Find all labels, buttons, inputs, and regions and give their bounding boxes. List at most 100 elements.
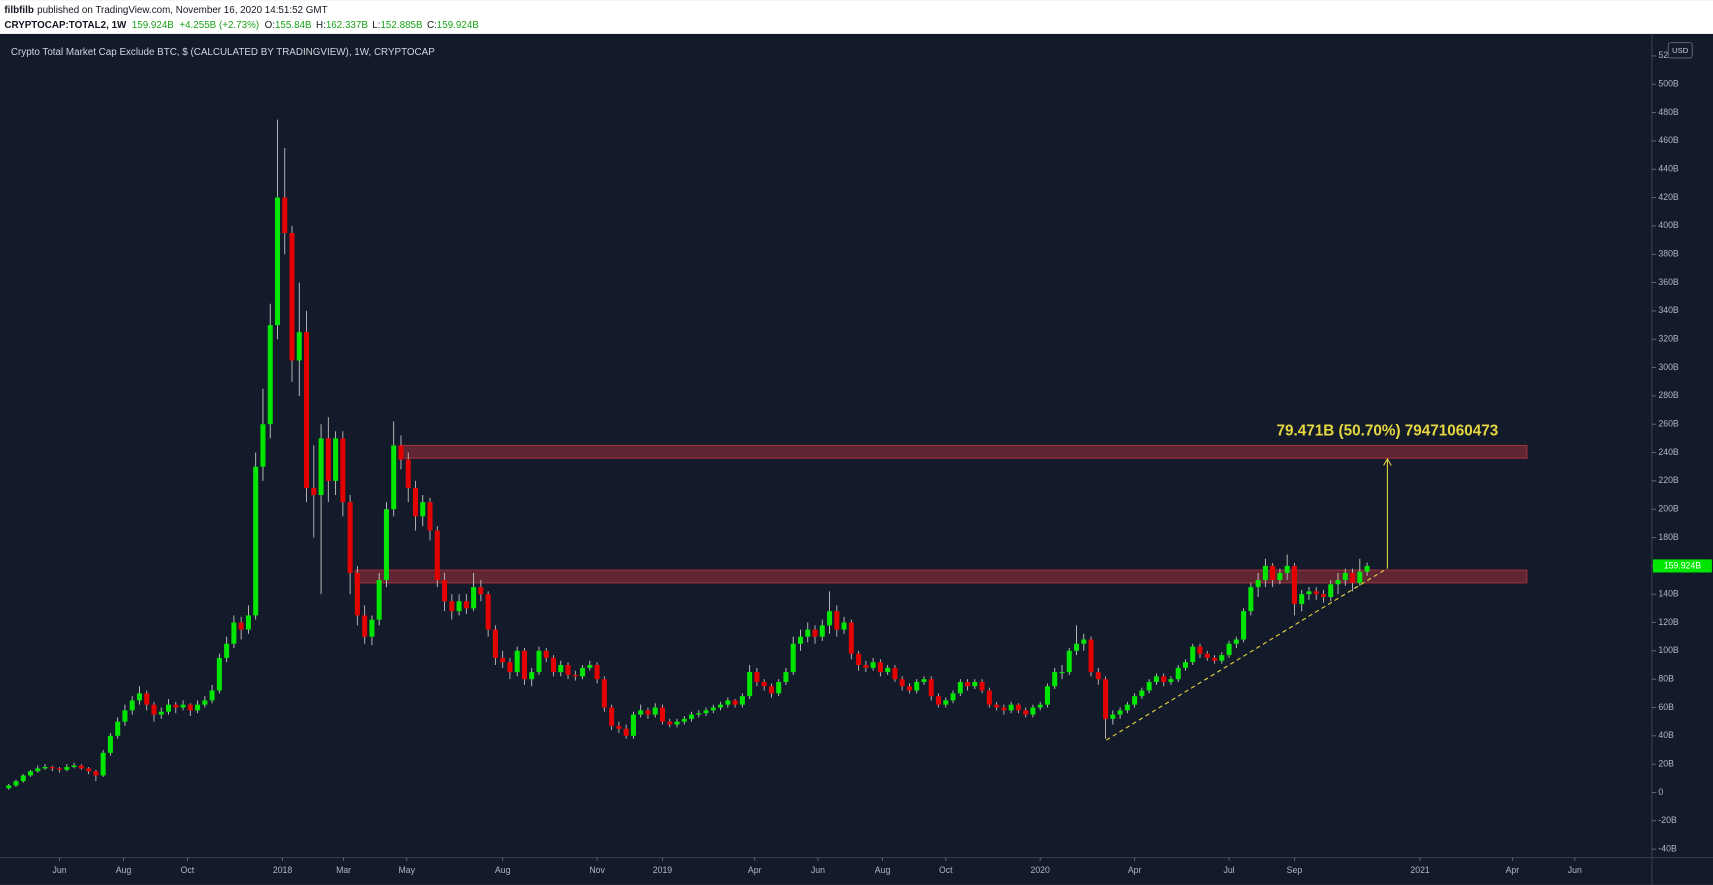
candle-body bbox=[144, 693, 150, 705]
x-tick-label: Jun bbox=[1568, 865, 1582, 875]
candle-body bbox=[49, 766, 55, 769]
candle-body bbox=[231, 622, 237, 644]
last-price: 159.924B bbox=[132, 20, 175, 31]
x-tick-label: Mar bbox=[336, 865, 351, 875]
currency[interactable]: USD bbox=[1672, 46, 1689, 55]
symbol: CRYPTOCAP:TOTAL2, 1W bbox=[4, 20, 127, 31]
candle-body bbox=[1350, 572, 1356, 583]
y-tick-label: 80B bbox=[1658, 673, 1674, 683]
candle-body bbox=[347, 502, 353, 573]
candle-body bbox=[827, 611, 833, 626]
candle-body bbox=[449, 601, 455, 612]
candle-body bbox=[587, 665, 593, 668]
y-tick-label: 460B bbox=[1658, 135, 1679, 145]
candle-body bbox=[834, 611, 840, 630]
candle-body bbox=[1146, 682, 1152, 691]
x-tick-label: Oct bbox=[939, 865, 953, 875]
candle-body bbox=[1030, 707, 1036, 715]
y-tick-label: 20B bbox=[1658, 758, 1674, 768]
currency-badge[interactable] bbox=[1667, 42, 1693, 59]
candle-body bbox=[1306, 591, 1312, 595]
candle-body bbox=[420, 502, 426, 517]
candle-body bbox=[1233, 639, 1239, 644]
candle-body bbox=[478, 587, 484, 595]
x-tick-label: Jun bbox=[53, 865, 67, 875]
candle-body bbox=[173, 704, 179, 708]
x-tick-label: Apr bbox=[1128, 865, 1142, 875]
ohlc-key: H: bbox=[316, 20, 326, 31]
candle-body bbox=[354, 572, 360, 616]
candle-body bbox=[333, 438, 339, 481]
candle-body bbox=[1037, 704, 1043, 708]
y-tick-label: 140B bbox=[1658, 588, 1679, 598]
candle-body bbox=[122, 710, 128, 722]
candle-body bbox=[994, 704, 1000, 708]
candle-body bbox=[1168, 679, 1174, 683]
candle-body bbox=[35, 768, 41, 772]
plot-layer: -40B-20B020B40B60B80B100B120B140B160B180… bbox=[6, 50, 1679, 875]
author: filbfilb bbox=[4, 4, 33, 15]
candle-body bbox=[580, 667, 586, 677]
candle-body bbox=[1044, 686, 1050, 705]
x-tick-label: Nov bbox=[589, 865, 605, 875]
candle-body bbox=[1342, 572, 1348, 581]
candle-body bbox=[20, 775, 26, 782]
candle-body bbox=[1008, 704, 1014, 711]
candle-body bbox=[1219, 655, 1225, 661]
candle-body bbox=[514, 650, 520, 673]
candle-body bbox=[1212, 657, 1218, 661]
candle-body bbox=[282, 197, 288, 233]
candle-body bbox=[783, 672, 789, 683]
candle-body bbox=[1284, 565, 1290, 573]
candle-body bbox=[1066, 650, 1072, 673]
candle-body bbox=[362, 615, 368, 637]
candle-body bbox=[543, 650, 549, 658]
candle-body bbox=[289, 232, 295, 361]
candle-body bbox=[492, 629, 498, 658]
candle-body bbox=[768, 686, 774, 694]
candle-body bbox=[957, 682, 963, 694]
candle-body bbox=[391, 445, 397, 510]
candle-body bbox=[304, 332, 310, 488]
candle-body bbox=[86, 768, 92, 772]
candle-body bbox=[405, 459, 411, 488]
candle-body bbox=[529, 672, 535, 680]
x-tick-label: 2021 bbox=[1410, 865, 1430, 875]
candle-body bbox=[718, 704, 724, 708]
candle-body bbox=[972, 682, 978, 687]
trendline bbox=[1106, 567, 1388, 741]
candle-body bbox=[202, 700, 208, 705]
candle-body bbox=[318, 438, 324, 496]
publish-line: filbfilb published on TradingView.com, No… bbox=[4, 4, 327, 15]
candle-body bbox=[71, 765, 77, 767]
candle-body bbox=[841, 622, 847, 630]
x-tick-label: Sep bbox=[1287, 865, 1303, 875]
candle-body bbox=[1161, 676, 1167, 683]
candle-body bbox=[6, 785, 12, 789]
x-tick-label: 2020 bbox=[1030, 865, 1050, 875]
y-tick-label: -20B bbox=[1658, 815, 1677, 825]
candle-body bbox=[1248, 587, 1254, 612]
y-tick-label: 300B bbox=[1658, 362, 1679, 372]
y-tick-label: 280B bbox=[1658, 390, 1679, 400]
candle-body bbox=[950, 693, 956, 701]
y-tick-label: 180B bbox=[1658, 532, 1679, 542]
candle-body bbox=[267, 325, 273, 425]
ohlc-key: C: bbox=[427, 20, 437, 31]
ohlc-value: 155.84B bbox=[275, 20, 312, 31]
candle-body bbox=[253, 466, 259, 616]
candle-body bbox=[797, 636, 803, 644]
candle-body bbox=[914, 682, 920, 691]
candle-body bbox=[485, 594, 491, 630]
y-tick-label: 440B bbox=[1658, 164, 1679, 174]
ohlc-key: O: bbox=[265, 20, 275, 31]
candle-body bbox=[1139, 690, 1145, 697]
candle-body bbox=[471, 587, 477, 609]
candle-body bbox=[1175, 667, 1181, 680]
candle-body bbox=[78, 765, 84, 769]
candle-body bbox=[739, 696, 745, 705]
measure-label: 79.471B (50.70%) 79471060473 bbox=[1277, 423, 1499, 440]
